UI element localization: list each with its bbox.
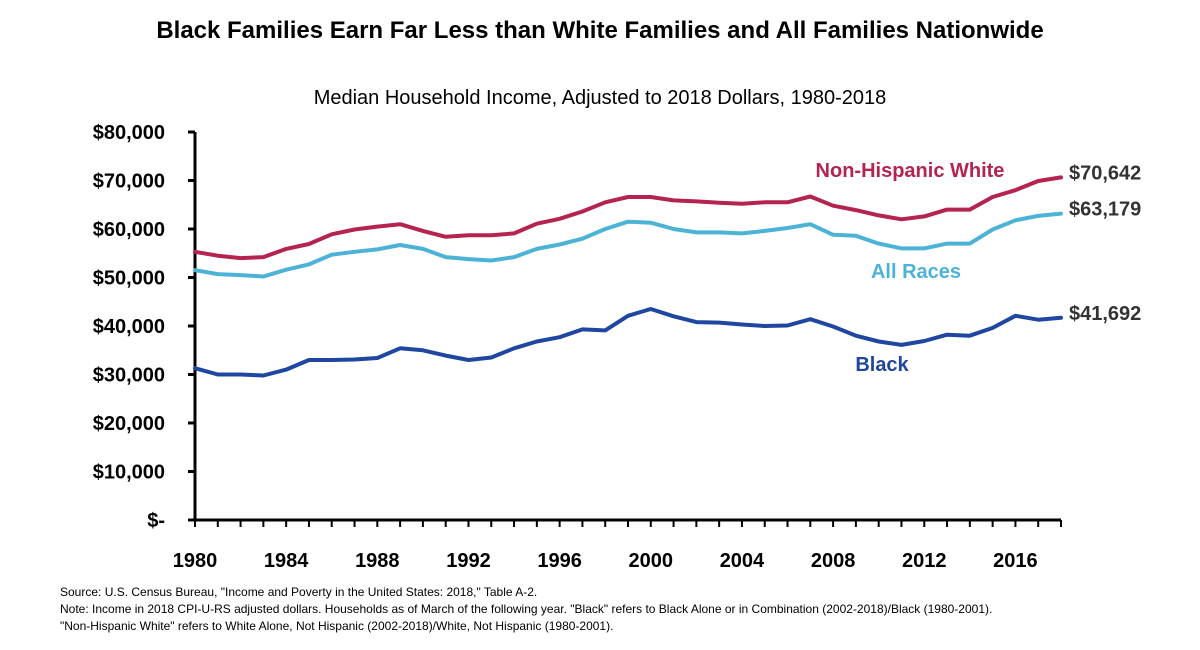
series-line-all-races xyxy=(193,211,1063,279)
note-line-1: Note: Income in 2018 CPI-U-RS adjusted d… xyxy=(60,602,993,616)
end-value-label: $70,642 xyxy=(1069,162,1141,184)
axes: $- $10,000 $20,000 $30,000 $40,000 $50,000 $60… xyxy=(93,122,1062,572)
x-tick-label: 2012 xyxy=(902,550,947,572)
x-tick-label: 2008 xyxy=(811,550,856,572)
series-name-label: Black xyxy=(855,354,909,376)
series-labels: Non-Hispanic White All Races Black $70,642 $… xyxy=(816,160,1142,376)
x-tick-label: 1980 xyxy=(173,550,218,572)
x-tick-label: 1984 xyxy=(264,550,309,572)
series-lines xyxy=(193,175,1063,378)
y-tick-label: $30,000 xyxy=(93,365,165,387)
y-tick-label: $- xyxy=(147,510,165,532)
x-tick-label: 1988 xyxy=(355,550,400,572)
series-name-label: All Races xyxy=(871,261,961,283)
y-tick-label: $70,000 xyxy=(93,171,165,193)
y-tick-label: $20,000 xyxy=(93,413,165,435)
end-value-label: $41,692 xyxy=(1069,303,1141,325)
x-tick-label: 2000 xyxy=(629,550,674,572)
x-tick-label: 2016 xyxy=(993,550,1038,572)
series-line-black xyxy=(193,307,1063,378)
chart-notes: Source: U.S. Census Bureau, "Income and … xyxy=(60,584,1180,635)
x-tick-label: 1996 xyxy=(537,550,582,572)
y-tick-label: $80,000 xyxy=(93,122,165,144)
source-note: Source: U.S. Census Bureau, "Income and … xyxy=(60,585,538,599)
chart-title: Black Families Earn Far Less than White … xyxy=(156,17,1044,44)
end-value-label: $63,179 xyxy=(1069,199,1141,221)
chart-subtitle: Median Household Income, Adjusted to 201… xyxy=(313,87,887,109)
y-tick-label: $40,000 xyxy=(93,316,165,338)
x-tick-label: 1992 xyxy=(446,550,491,572)
y-tick-label: $60,000 xyxy=(93,219,165,241)
note-line-2: "Non-Hispanic White" refers to White Alo… xyxy=(60,619,614,633)
x-tick-label: 2004 xyxy=(720,550,765,572)
series-line-non-hispanic-white xyxy=(193,175,1063,261)
y-tick-label: $50,000 xyxy=(93,268,165,290)
series-name-label: Non-Hispanic White xyxy=(816,160,1005,182)
y-tick-label: $10,000 xyxy=(93,462,165,484)
